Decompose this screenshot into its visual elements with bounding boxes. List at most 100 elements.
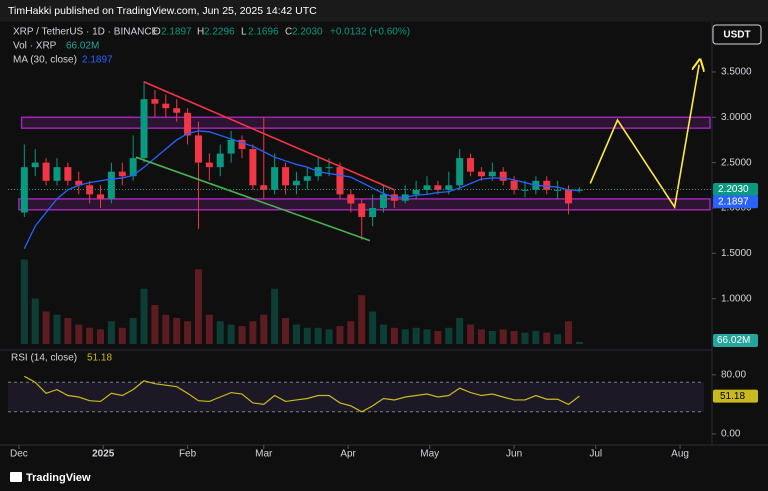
y-tick-label: 3.0000	[721, 112, 752, 123]
currency-button[interactable]	[712, 24, 762, 45]
volume-bar	[423, 329, 431, 344]
trend-line	[589, 65, 699, 210]
candle-body	[292, 180, 300, 186]
brand: TradingView	[26, 472, 91, 484]
trend-line	[135, 156, 371, 242]
candle-body	[412, 189, 420, 195]
volume-bar	[325, 329, 333, 344]
volume-bar	[107, 321, 115, 344]
volume-bar	[314, 327, 322, 344]
ohlc-key: C	[285, 27, 292, 38]
volume-bar	[554, 334, 562, 344]
volume-bar	[118, 327, 126, 344]
candle-body	[467, 158, 475, 172]
candle-body	[456, 158, 464, 186]
candle-body	[488, 171, 496, 177]
candle-body	[53, 167, 61, 181]
ma-tag	[713, 195, 758, 209]
candle-body	[75, 180, 83, 186]
zone	[20, 116, 711, 129]
candle-body	[227, 139, 235, 154]
symbol-title: XRP / TetherUS · 1D · BINANCE	[13, 27, 159, 38]
volume-bar	[162, 314, 170, 344]
volume-bar	[260, 314, 268, 344]
volume-bar	[292, 324, 300, 344]
volume-bar	[488, 331, 496, 344]
candle-body	[31, 162, 39, 168]
volume-bar	[303, 327, 311, 344]
volume-bar	[173, 318, 181, 344]
ohlc-key: L	[241, 27, 247, 38]
price-tag	[713, 183, 758, 197]
candle-body	[303, 176, 311, 181]
x-tick-label: Apr	[340, 449, 356, 460]
ma-line	[23, 130, 580, 250]
candle-body	[129, 158, 137, 177]
rsi-tag	[713, 389, 758, 403]
volume-bar	[20, 259, 28, 344]
candle-body	[379, 194, 387, 208]
volume-bar	[532, 331, 540, 344]
ohlc-value: 2.1897	[161, 27, 192, 38]
volume-bar	[499, 329, 507, 344]
candle-body	[282, 167, 290, 186]
ohlc-value: 2.2296	[204, 27, 235, 38]
volume-tag	[713, 334, 758, 347]
x-tick-label: Feb	[179, 449, 197, 460]
volume-tag-label: 66.02M	[717, 335, 750, 346]
volume-bar	[467, 324, 475, 344]
volume-bar	[129, 318, 137, 344]
volume-bar	[575, 341, 583, 344]
candle-body	[162, 103, 170, 109]
volume-bar	[412, 327, 420, 344]
volume-bar	[140, 288, 148, 344]
volume-bar	[271, 288, 279, 344]
volume-bar	[434, 331, 442, 344]
x-tick-label: Aug	[671, 449, 689, 460]
volume-bar	[75, 324, 83, 344]
x-tick-label: Dec	[10, 449, 28, 460]
candle-body	[118, 171, 126, 177]
y-tick-label: 3.5000	[721, 67, 752, 78]
volume-bar	[53, 314, 61, 344]
ohlc-key: O	[153, 27, 161, 38]
volume-bar	[282, 318, 290, 344]
volume-bar	[565, 321, 573, 344]
candle-body	[521, 189, 529, 191]
volume-last: 66.02M	[66, 41, 99, 52]
candle-body	[238, 139, 246, 150]
candle-body	[20, 167, 28, 213]
candle-body	[42, 162, 50, 181]
candle-body	[336, 167, 344, 195]
candle-body	[205, 162, 213, 168]
x-tick-label: Jul	[589, 449, 602, 460]
candle-body	[184, 112, 192, 136]
y-tick-label: 1.0000	[721, 293, 752, 304]
volume-bar	[216, 321, 224, 344]
currency[interactable]: USDT	[723, 30, 750, 41]
candle-body	[477, 171, 485, 177]
candle-body	[271, 167, 279, 190]
candle-body	[173, 108, 181, 113]
volume-bar	[238, 326, 246, 344]
volume-bar	[379, 324, 387, 344]
trend-line	[143, 81, 395, 191]
volume-bar	[401, 329, 409, 344]
volume-bar	[151, 305, 159, 344]
volume-bar	[456, 318, 464, 344]
price-tag-label: 2.2030	[718, 184, 749, 195]
published: TimHakki published on TradingView.com, J…	[8, 5, 317, 17]
volume-bar	[184, 321, 192, 344]
candle-body	[510, 180, 518, 190]
volume-bar	[369, 311, 377, 344]
candle-body	[543, 180, 551, 190]
candle-body	[423, 185, 431, 190]
rsi-name: RSI (14, close)	[11, 353, 77, 364]
logo-mark	[10, 472, 22, 482]
candle-body	[140, 99, 148, 159]
rsi-tick-label: 80.00	[721, 369, 746, 380]
rsi-tick-label: 0.00	[721, 429, 741, 440]
volume-bar	[358, 295, 366, 344]
volume-bar	[205, 314, 213, 344]
